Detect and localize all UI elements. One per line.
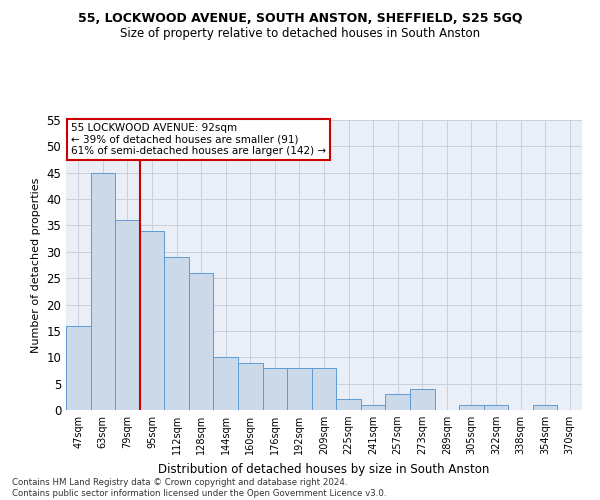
Bar [115, 220, 140, 410]
Bar [361, 404, 385, 410]
Bar [238, 362, 263, 410]
Bar [312, 368, 336, 410]
Bar [459, 404, 484, 410]
Bar [410, 389, 434, 410]
Bar [140, 230, 164, 410]
Bar [287, 368, 312, 410]
Text: Size of property relative to detached houses in South Anston: Size of property relative to detached ho… [120, 28, 480, 40]
Bar [91, 172, 115, 410]
Text: 55 LOCKWOOD AVENUE: 92sqm
← 39% of detached houses are smaller (91)
61% of semi-: 55 LOCKWOOD AVENUE: 92sqm ← 39% of detac… [71, 123, 326, 156]
Y-axis label: Number of detached properties: Number of detached properties [31, 178, 41, 352]
Bar [66, 326, 91, 410]
Bar [189, 273, 214, 410]
Bar [164, 257, 189, 410]
Text: 55, LOCKWOOD AVENUE, SOUTH ANSTON, SHEFFIELD, S25 5GQ: 55, LOCKWOOD AVENUE, SOUTH ANSTON, SHEFF… [78, 12, 522, 26]
Text: Contains HM Land Registry data © Crown copyright and database right 2024.
Contai: Contains HM Land Registry data © Crown c… [12, 478, 386, 498]
Bar [263, 368, 287, 410]
Bar [533, 404, 557, 410]
Bar [484, 404, 508, 410]
Bar [336, 400, 361, 410]
Bar [385, 394, 410, 410]
X-axis label: Distribution of detached houses by size in South Anston: Distribution of detached houses by size … [158, 462, 490, 475]
Bar [214, 358, 238, 410]
